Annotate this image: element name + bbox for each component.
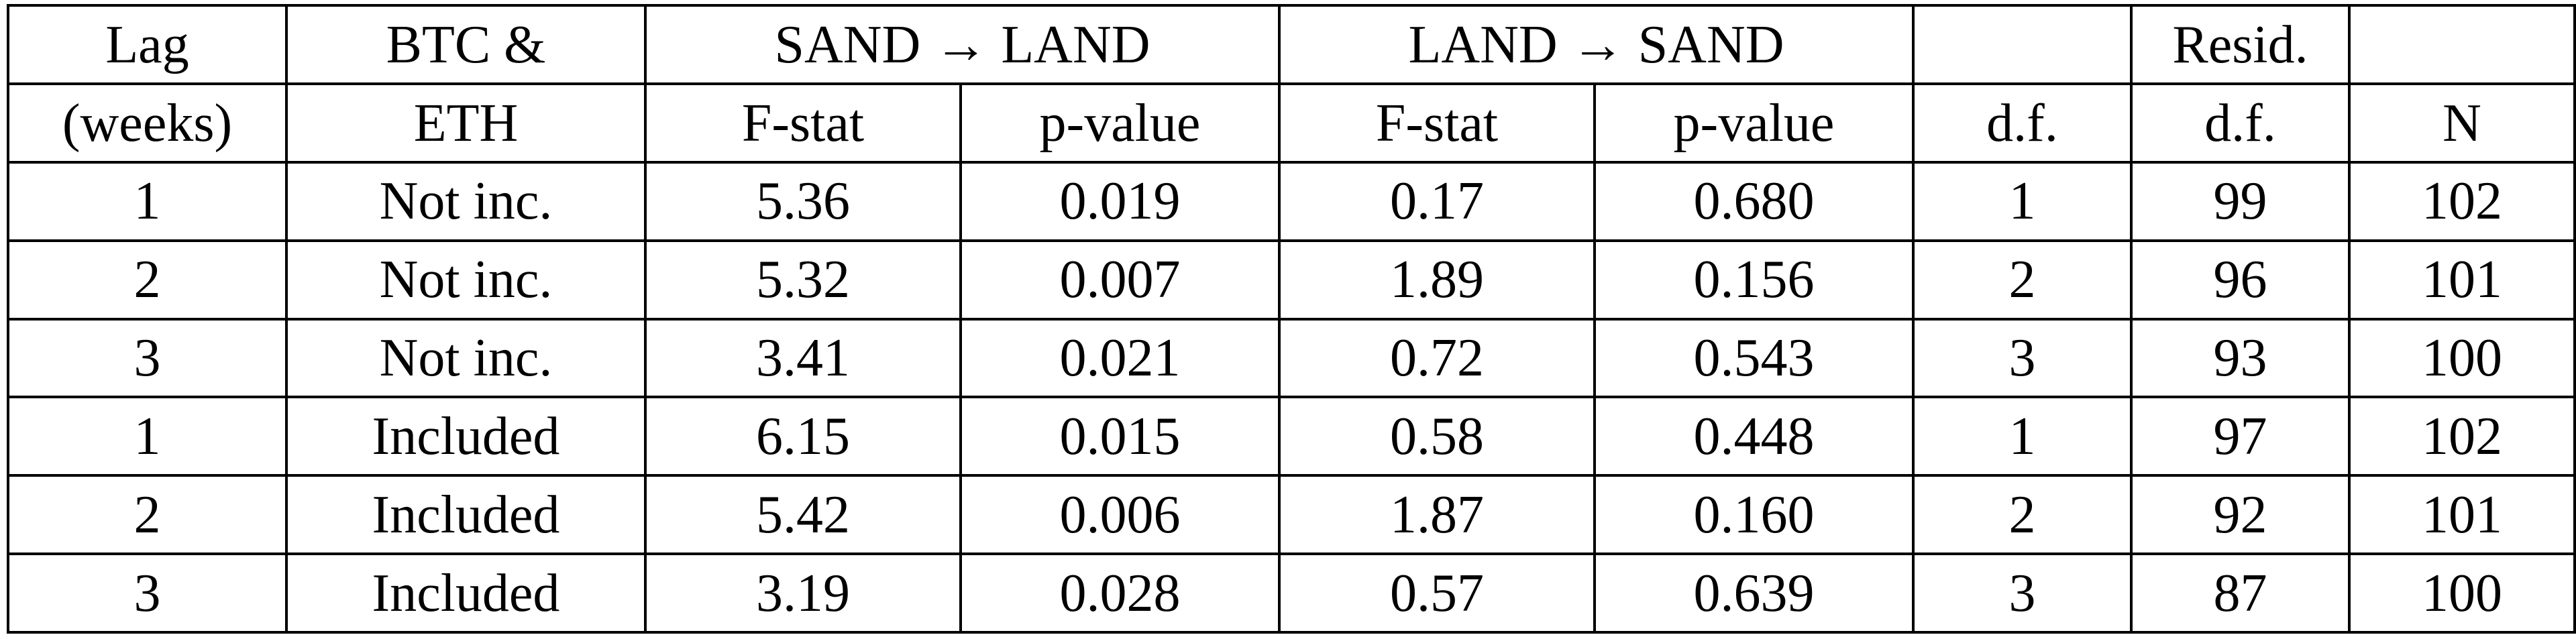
header-p-value-land-sand: p-value (1593, 82, 1915, 164)
cell-p-value-land-sand: 0.448 (1593, 396, 1915, 477)
table-row: 1 Included 6.15 0.015 0.58 0.448 1 97 10… (7, 396, 2576, 477)
cell-f-stat-land-sand: 0.57 (1278, 553, 1596, 634)
cell-f-stat-sand-land: 5.42 (644, 474, 962, 556)
cell-p-value-land-sand: 0.156 (1593, 239, 1915, 321)
cell-n: 100 (2348, 553, 2576, 634)
header-resid-df: d.f. (2130, 82, 2351, 164)
header-f-stat-sand-land: F-stat (644, 82, 962, 164)
header-lag: Lag (7, 4, 288, 85)
header-p-value-sand-land: p-value (959, 82, 1281, 164)
cell-resid-df: 87 (2130, 553, 2351, 634)
cell-n: 100 (2348, 317, 2576, 399)
cell-resid-df: 93 (2130, 317, 2351, 399)
cell-resid-df: 96 (2130, 239, 2351, 321)
cell-f-stat-land-sand: 0.72 (1278, 317, 1596, 399)
cell-btc-eth: Included (285, 396, 647, 477)
cell-p-value-sand-land: 0.015 (959, 396, 1281, 477)
table-row: 2 Not inc. 5.32 0.007 1.89 0.156 2 96 10… (7, 239, 2576, 321)
header-btc-eth: BTC & (285, 4, 647, 85)
cell-p-value-land-sand: 0.543 (1593, 317, 1915, 399)
header-df: d.f. (1912, 82, 2133, 164)
cell-df: 2 (1912, 474, 2133, 556)
cell-p-value-land-sand: 0.160 (1593, 474, 1915, 556)
cell-p-value-land-sand: 0.680 (1593, 161, 1915, 242)
cell-lag: 2 (7, 239, 288, 321)
cell-f-stat-sand-land: 5.32 (644, 239, 962, 321)
table-row: 3 Included 3.19 0.028 0.57 0.639 3 87 10… (7, 553, 2576, 634)
cell-f-stat-land-sand: 0.17 (1278, 161, 1596, 242)
cell-btc-eth: Not inc. (285, 239, 647, 321)
cell-lag: 1 (7, 396, 288, 477)
header-sand-to-land: SAND → LAND (644, 4, 1281, 85)
cell-p-value-sand-land: 0.007 (959, 239, 1281, 321)
header-n-blank (2348, 4, 2576, 85)
cell-btc-eth: Included (285, 553, 647, 634)
cell-lag: 3 (7, 553, 288, 634)
cell-p-value-sand-land: 0.028 (959, 553, 1281, 634)
table-row: 3 Not inc. 3.41 0.021 0.72 0.543 3 93 10… (7, 317, 2576, 399)
cell-f-stat-sand-land: 3.41 (644, 317, 962, 399)
cell-lag: 2 (7, 474, 288, 556)
cell-n: 102 (2348, 396, 2576, 477)
cell-f-stat-sand-land: 5.36 (644, 161, 962, 242)
header-resid: Resid. (2130, 4, 2351, 85)
header-lag-weeks: (weeks) (7, 82, 288, 164)
cell-df: 3 (1912, 317, 2133, 399)
header-f-stat-land-sand: F-stat (1278, 82, 1596, 164)
cell-n: 102 (2348, 161, 2576, 242)
granger-causality-table-wrapper: Lag BTC & SAND → LAND LAND → SAND Resid.… (7, 4, 2576, 634)
cell-f-stat-land-sand: 1.89 (1278, 239, 1596, 321)
cell-n: 101 (2348, 239, 2576, 321)
cell-btc-eth: Not inc. (285, 317, 647, 399)
cell-p-value-land-sand: 0.639 (1593, 553, 1915, 634)
cell-p-value-sand-land: 0.006 (959, 474, 1281, 556)
header-eth: ETH (285, 82, 647, 164)
cell-btc-eth: Included (285, 474, 647, 556)
cell-n: 101 (2348, 474, 2576, 556)
table-row: 1 Not inc. 5.36 0.019 0.17 0.680 1 99 10… (7, 161, 2576, 242)
cell-f-stat-land-sand: 0.58 (1278, 396, 1596, 477)
table-row: 2 Included 5.42 0.006 1.87 0.160 2 92 10… (7, 474, 2576, 556)
header-df-blank (1912, 4, 2133, 85)
cell-df: 1 (1912, 396, 2133, 477)
cell-p-value-sand-land: 0.019 (959, 161, 1281, 242)
cell-df: 3 (1912, 553, 2133, 634)
cell-f-stat-sand-land: 3.19 (644, 553, 962, 634)
granger-causality-table: Lag BTC & SAND → LAND LAND → SAND Resid.… (7, 4, 2576, 634)
cell-lag: 1 (7, 161, 288, 242)
cell-f-stat-land-sand: 1.87 (1278, 474, 1596, 556)
cell-resid-df: 99 (2130, 161, 2351, 242)
cell-resid-df: 97 (2130, 396, 2351, 477)
header-row-2: (weeks) ETH F-stat p-value F-stat p-valu… (7, 82, 2576, 164)
cell-resid-df: 92 (2130, 474, 2351, 556)
cell-f-stat-sand-land: 6.15 (644, 396, 962, 477)
header-n: N (2348, 82, 2576, 164)
cell-p-value-sand-land: 0.021 (959, 317, 1281, 399)
header-row-1: Lag BTC & SAND → LAND LAND → SAND Resid. (7, 4, 2576, 85)
cell-df: 2 (1912, 239, 2133, 321)
cell-df: 1 (1912, 161, 2133, 242)
header-land-to-sand: LAND → SAND (1278, 4, 1915, 85)
cell-btc-eth: Not inc. (285, 161, 647, 242)
cell-lag: 3 (7, 317, 288, 399)
